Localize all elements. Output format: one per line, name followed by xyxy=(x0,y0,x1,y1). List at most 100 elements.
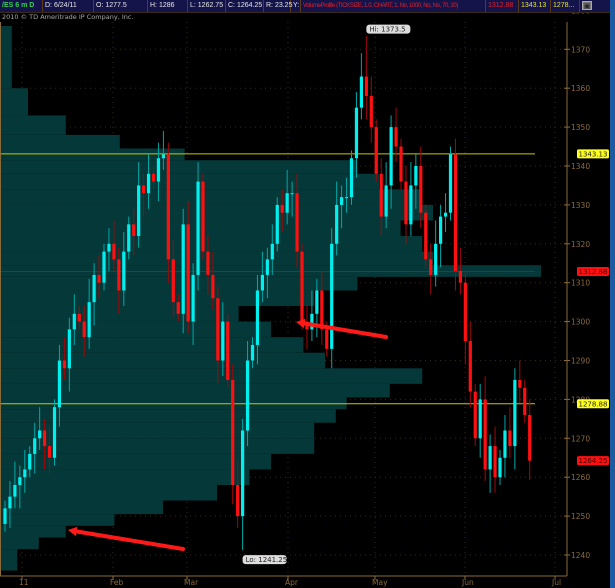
candle-up xyxy=(28,453,32,470)
candle-up xyxy=(448,154,453,213)
candle-down xyxy=(112,243,116,260)
candle-up xyxy=(503,430,507,458)
candle-up xyxy=(245,360,250,431)
candle-down xyxy=(325,329,329,349)
profile-bar xyxy=(1,134,120,149)
candle-up xyxy=(18,477,22,485)
candle-down xyxy=(117,259,121,291)
candle-down xyxy=(231,379,235,485)
profile-bar xyxy=(1,306,239,322)
candle-up xyxy=(57,360,62,408)
candle-up xyxy=(23,469,27,478)
candle-up xyxy=(498,457,502,478)
candle-down xyxy=(171,259,175,303)
candle-down xyxy=(453,154,458,272)
candle-down xyxy=(43,430,47,447)
candle-down xyxy=(399,146,403,182)
range-label: R: 23.25 xyxy=(264,0,292,12)
y-tick-label: 1240 xyxy=(571,551,590,560)
candle-up xyxy=(87,302,91,338)
candle-down xyxy=(404,181,408,225)
profile-bar xyxy=(1,453,271,470)
study-value-1: 1312.88 xyxy=(486,0,519,12)
candle-up xyxy=(275,204,279,244)
candle-up xyxy=(344,197,349,199)
candle-up xyxy=(196,181,200,275)
profile-bar xyxy=(1,525,66,538)
profile-bar xyxy=(1,500,163,515)
profile-bar xyxy=(1,57,12,89)
candle-up xyxy=(156,158,161,182)
candle-up xyxy=(513,379,517,447)
profile-bar xyxy=(1,469,250,485)
candle-up xyxy=(13,484,17,497)
profile-bar xyxy=(1,276,358,291)
candle-up xyxy=(221,321,225,361)
candle-up xyxy=(127,224,131,252)
candle-down xyxy=(62,360,66,369)
profile-bar xyxy=(1,173,379,190)
candle-down xyxy=(518,379,522,388)
date-label: D: 6/24/11 xyxy=(43,0,94,12)
candle-down xyxy=(295,193,299,252)
profile-bar xyxy=(1,204,433,221)
y-tick-label: 1340 xyxy=(571,162,590,171)
candle-up xyxy=(107,243,111,252)
profile-bar xyxy=(1,514,115,526)
candle-up xyxy=(250,344,255,361)
chart-settings-icon[interactable]: ▣ xyxy=(582,1,592,10)
candle-down xyxy=(216,298,220,361)
x-tick-label: Apr xyxy=(285,578,299,587)
candle-down xyxy=(493,446,497,478)
candle-down xyxy=(419,166,423,213)
profile-bar xyxy=(1,368,423,384)
price-tag-bg xyxy=(577,149,609,159)
price-tag-bg xyxy=(577,399,609,409)
x-tick-label: 11 xyxy=(19,578,29,587)
candle-down xyxy=(280,204,284,213)
extreme-tag-bg xyxy=(366,24,411,34)
candle-down xyxy=(166,154,170,260)
candle-up xyxy=(3,508,7,524)
candle-up xyxy=(270,243,274,260)
red-arrow-shaft xyxy=(72,529,185,551)
profile-bar xyxy=(1,549,18,571)
profile-bar xyxy=(1,438,315,454)
candle-up xyxy=(414,166,418,186)
candle-up xyxy=(354,107,359,159)
header-bar: /ES 6 m D D: 6/24/11 O: 1277.5 H: 1286 L… xyxy=(0,0,610,13)
candle-up xyxy=(161,154,165,159)
candle-up xyxy=(122,251,126,291)
candle-up xyxy=(38,430,42,439)
price-tag-bg xyxy=(577,266,609,276)
candle-up xyxy=(181,224,185,314)
profile-bar xyxy=(1,537,39,550)
candle-down xyxy=(374,127,378,174)
candle-up xyxy=(340,197,344,205)
candle-down xyxy=(528,414,532,461)
candle-up xyxy=(72,313,76,330)
candle-up xyxy=(92,274,96,303)
profile-bar xyxy=(1,409,336,423)
candle-down xyxy=(424,212,428,260)
open-label: O: 1277.5 xyxy=(94,0,148,12)
symbol-label[interactable]: /ES 6 m D xyxy=(0,0,43,12)
red-arrow-head xyxy=(68,526,78,537)
profile-bar xyxy=(1,290,315,307)
profile-bar xyxy=(1,251,433,266)
candle-up xyxy=(8,496,12,509)
candle-down xyxy=(523,387,527,415)
scrollbar[interactable] xyxy=(610,0,615,588)
candle-down xyxy=(226,321,230,380)
candle-up xyxy=(439,216,443,244)
y-tick-label: 1310 xyxy=(571,279,590,288)
study-label[interactable]: VolumeProfile (TICKSIZE, 1.0, CHART, 1, … xyxy=(301,0,486,12)
y-tick-label: 1250 xyxy=(571,512,590,521)
candle-up xyxy=(315,290,319,314)
x-tick-label: Jun xyxy=(461,578,474,587)
candle-down xyxy=(176,302,180,314)
candle-up xyxy=(389,127,393,186)
candle-up xyxy=(335,204,339,244)
candle-down xyxy=(379,173,383,217)
